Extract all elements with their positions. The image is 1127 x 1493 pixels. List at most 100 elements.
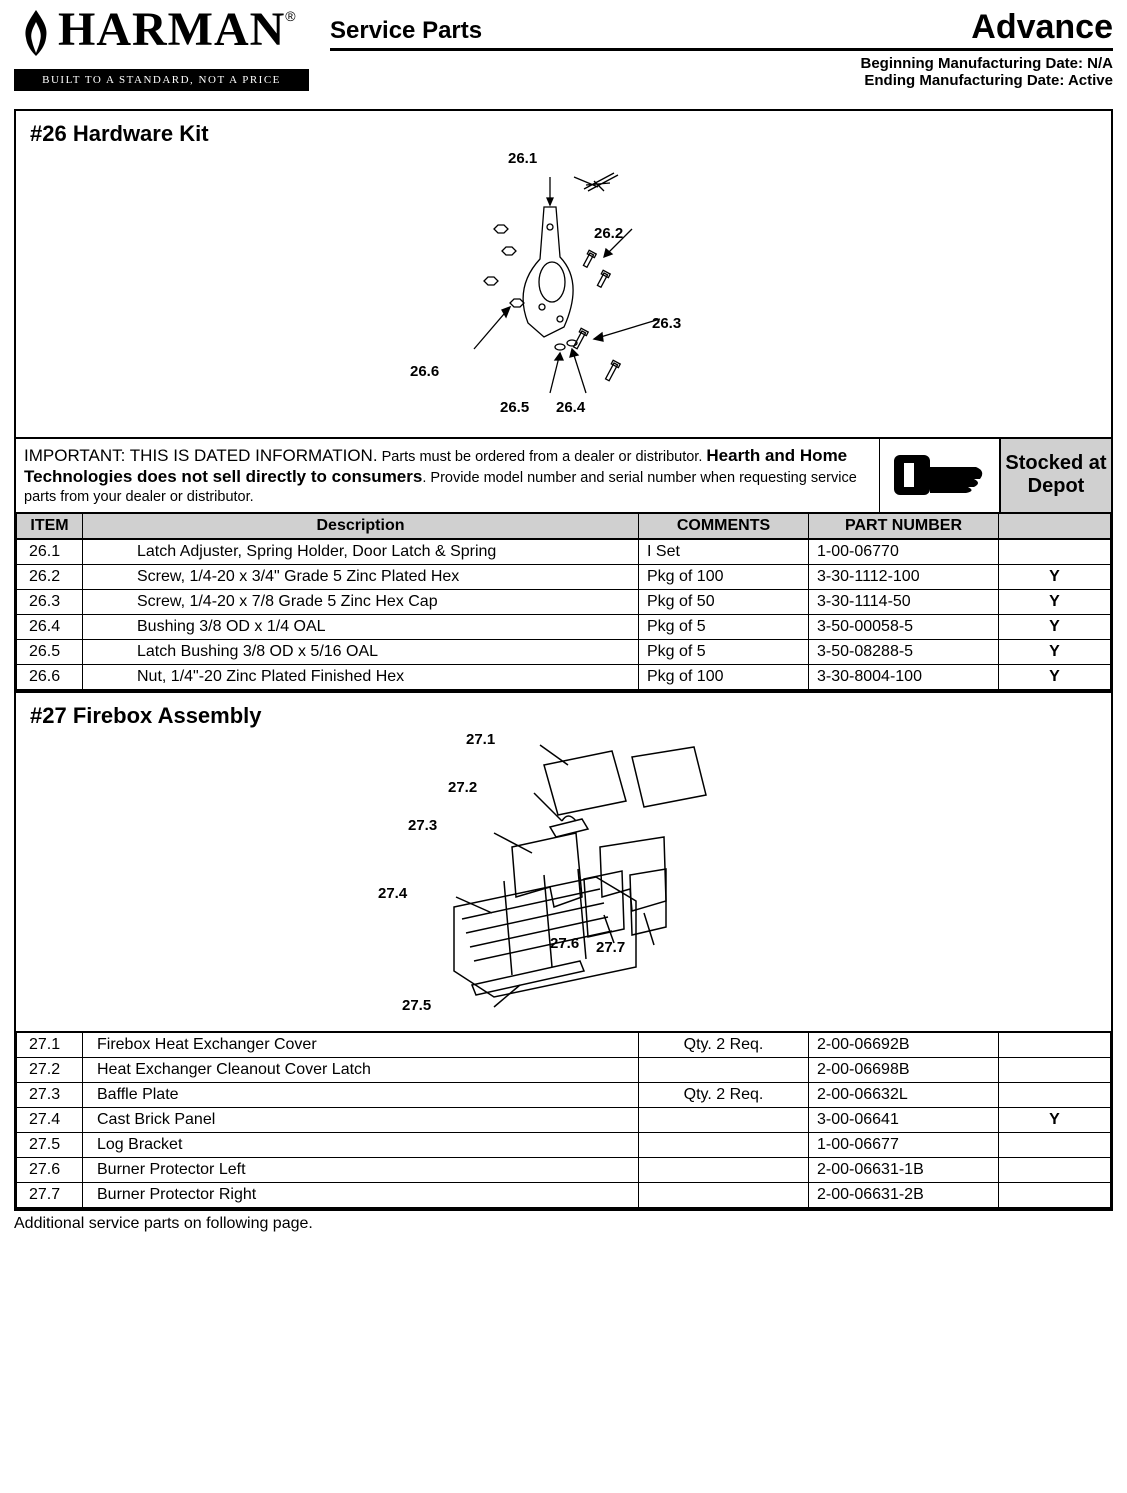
brand-logo: HARMAN ® BUILT TO A STANDARD, NOT A PRIC… [14,8,314,91]
table-row: 26.6Nut, 1/4"-20 Zinc Plated Finished He… [17,664,1111,690]
cell-desc: Burner Protector Left [83,1157,639,1182]
cell-depot: Y [999,1107,1111,1132]
cell-item: 27.4 [17,1107,83,1132]
kit-26-title: #26 Hardware Kit [16,111,1111,147]
cell-item: 26.3 [17,589,83,614]
cell-item: 27.5 [17,1132,83,1157]
callout-27-2: 27.2 [448,779,477,796]
callout-27-7: 27.7 [596,939,625,956]
table-row: 26.4Bushing 3/8 OD x 1/4 OALPkg of 53-50… [17,614,1111,639]
cell-depot [999,1082,1111,1107]
cell-desc: Screw, 1/4-20 x 3/4" Grade 5 Zinc Plated… [83,564,639,589]
stocked-at-depot-label: Stocked at Depot [999,439,1111,512]
cell-partnum: 3-30-1114-50 [809,589,999,614]
cell-partnum: 2-00-06692B [809,1032,999,1058]
cell-partnum: 3-30-1112-100 [809,564,999,589]
table-row: 26.3Screw, 1/4-20 x 7/8 Grade 5 Zinc Hex… [17,589,1111,614]
cell-depot [999,1132,1111,1157]
cell-depot [999,1032,1111,1058]
cell-item: 26.5 [17,639,83,664]
cell-partnum: 3-00-06641 [809,1107,999,1132]
end-date: Ending Manufacturing Date: Active [330,72,1113,89]
notice-row: IMPORTANT: THIS IS DATED INFORMATION. Pa… [16,437,1111,512]
cell-desc: Log Bracket [83,1132,639,1157]
table-row: 27.5Log Bracket 1-00-06677 [17,1132,1111,1157]
callout-27-6: 27.6 [550,935,579,952]
cell-comments: Qty. 2 Req. [639,1032,809,1058]
brand-name: HARMAN [58,8,285,51]
cell-partnum: 1-00-06770 [809,539,999,565]
cell-desc: Bushing 3/8 OD x 1/4 OAL [83,614,639,639]
cell-depot [999,539,1111,565]
cell-comments [639,1107,809,1132]
th-depot [999,513,1111,539]
section-label: Service Parts [330,17,482,45]
cell-partnum: 3-50-08288-5 [809,639,999,664]
cell-depot: Y [999,564,1111,589]
callout-26-6: 26.6 [410,363,439,380]
cell-desc: Latch Bushing 3/8 OD x 5/16 OAL [83,639,639,664]
table-row: 27.3Baffle PlateQty. 2 Req.2-00-06632L [17,1082,1111,1107]
notice-lead: IMPORTANT: THIS IS DATED INFORMATION. [24,446,378,465]
cell-desc: Heat Exchanger Cleanout Cover Latch [83,1057,639,1082]
table-27: 27.1Firebox Heat Exchanger CoverQty. 2 R… [16,1031,1111,1209]
cell-item: 27.7 [17,1182,83,1208]
table-row: 27.1Firebox Heat Exchanger CoverQty. 2 R… [17,1032,1111,1058]
cell-partnum: 2-00-06632L [809,1082,999,1107]
table-row: 26.1Latch Adjuster, Spring Holder, Door … [17,539,1111,565]
cell-desc: Latch Adjuster, Spring Holder, Door Latc… [83,539,639,565]
callout-27-1: 27.1 [466,731,495,748]
cell-item: 26.2 [17,564,83,589]
table-row: 27.6Burner Protector Left 2-00-06631-1B [17,1157,1111,1182]
callout-26-5: 26.5 [500,399,529,416]
callout-26-2: 26.2 [594,225,623,242]
cell-item: 27.3 [17,1082,83,1107]
cell-partnum: 3-30-8004-100 [809,664,999,690]
cell-comments [639,1182,809,1208]
cell-item: 26.1 [17,539,83,565]
cell-partnum: 2-00-06698B [809,1057,999,1082]
cell-partnum: 1-00-06677 [809,1132,999,1157]
cell-comments: I Set [639,539,809,565]
table-row: 27.7Burner Protector Right2-00-06631-2B [17,1182,1111,1208]
begin-date: Beginning Manufacturing Date: N/A [330,55,1113,72]
callout-26-4: 26.4 [556,399,585,416]
kit-27-diagram: 27.1 27.2 27.3 27.4 27.5 27.6 27.7 [16,729,1111,1029]
kit-26-diagram: 26.1 26.2 26.3 26.4 26.5 26.6 [16,147,1111,437]
cell-comments [639,1132,809,1157]
cell-desc: Screw, 1/4-20 x 7/8 Grade 5 Zinc Hex Cap [83,589,639,614]
cell-item: 27.6 [17,1157,83,1182]
th-partnum: PART NUMBER [809,513,999,539]
table-row: 27.4Cast Brick Panel 3-00-06641Y [17,1107,1111,1132]
cell-comments: Pkg of 100 [639,564,809,589]
cell-item: 27.2 [17,1057,83,1082]
cell-depot [999,1157,1111,1182]
flame-icon [14,8,58,63]
table-row: 26.2Screw, 1/4-20 x 3/4" Grade 5 Zinc Pl… [17,564,1111,589]
cell-comments [639,1157,809,1182]
kit-26-panel: #26 Hardware Kit [14,109,1113,693]
cell-item: 26.4 [17,614,83,639]
kit-27-panel: #27 Firebox Assembly [14,693,1113,1211]
table-row: 26.5Latch Bushing 3/8 OD x 5/16 OALPkg o… [17,639,1111,664]
registered-mark: ® [285,8,295,24]
notice-body1: Parts must be ordered from a dealer or d… [378,449,707,465]
kit-27-title: #27 Firebox Assembly [16,693,1111,729]
pointing-hand-icon [879,439,999,512]
cell-comments: Pkg of 100 [639,664,809,690]
table-26: ITEM Description COMMENTS PART NUMBER 26… [16,512,1111,691]
footnote: Additional service parts on following pa… [14,1215,1113,1233]
cell-partnum: 2-00-06631-1B [809,1157,999,1182]
th-comments: COMMENTS [639,513,809,539]
cell-depot [999,1057,1111,1082]
th-item: ITEM [17,513,83,539]
cell-item: 26.6 [17,664,83,690]
table-row: 27.2Heat Exchanger Cleanout Cover Latch 2… [17,1057,1111,1082]
cell-desc: Cast Brick Panel [83,1107,639,1132]
cell-depot [999,1182,1111,1208]
firebox-svg [344,729,784,1009]
cell-depot: Y [999,614,1111,639]
cell-comments [639,1057,809,1082]
callout-27-5: 27.5 [402,997,431,1014]
callout-27-3: 27.3 [408,817,437,834]
